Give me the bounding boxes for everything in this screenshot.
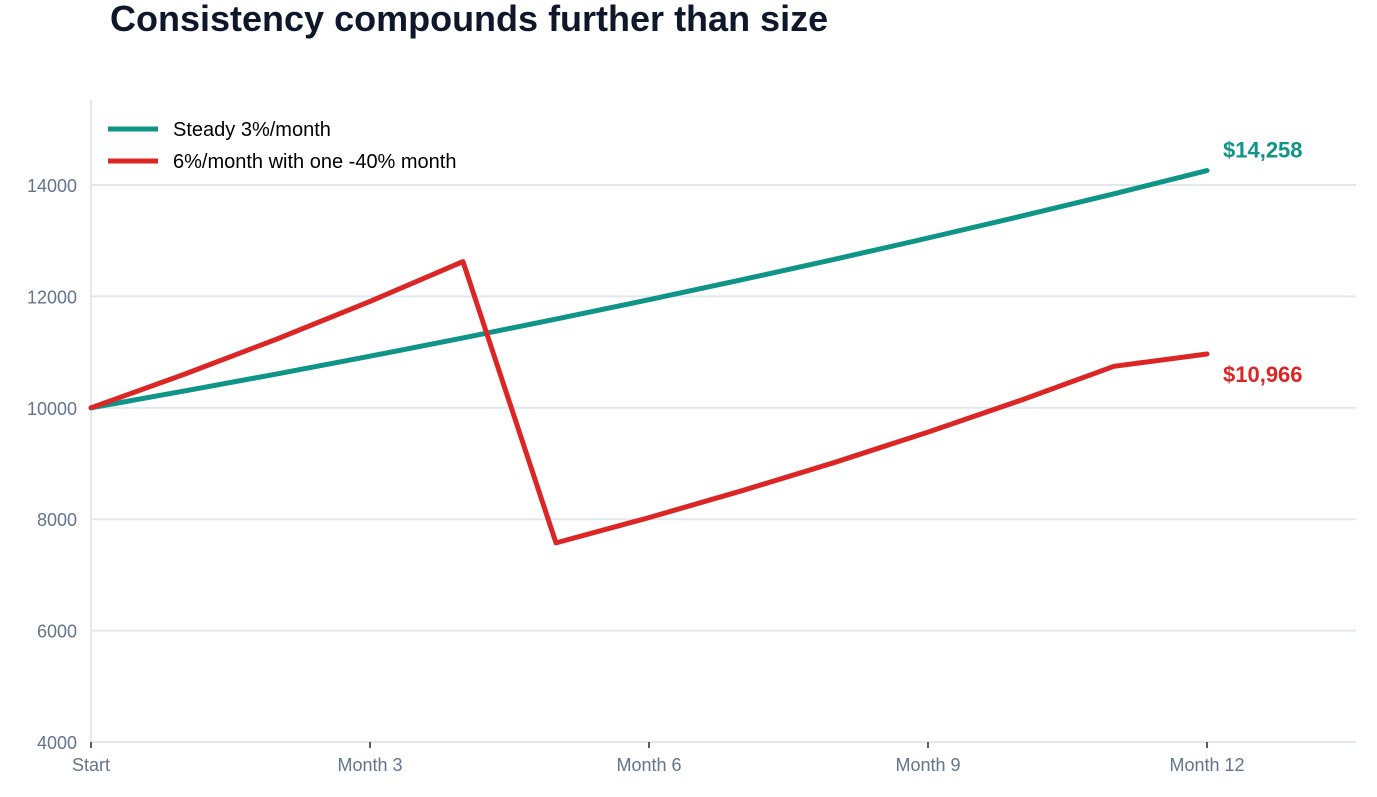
series-line-1 xyxy=(88,259,1210,546)
series-line-0 xyxy=(88,168,1210,411)
grid-lines xyxy=(91,184,1356,632)
x-tick-label: Start xyxy=(72,755,110,775)
y-tick-label: 8000 xyxy=(37,510,77,530)
axes: 4000 6000 8000 10000 12000 14000 Start Month 3 M… xyxy=(27,100,1356,775)
end-value-label: $14,258 xyxy=(1223,138,1303,163)
series-lines xyxy=(88,168,1210,546)
y-tick-label: 14000 xyxy=(27,176,77,196)
end-value-label: $10,966 xyxy=(1223,362,1303,387)
legend: Steady 3%/month 6%/month with one -40% mo… xyxy=(108,119,457,173)
y-tick-label: 10000 xyxy=(27,399,77,419)
y-tick-label: 6000 xyxy=(37,622,77,642)
y-tick-label: 4000 xyxy=(37,733,77,753)
chart-title: Consistency compounds further than size xyxy=(110,0,829,39)
legend-label: Steady 3%/month xyxy=(173,119,331,141)
end-labels: $14,258 $10,966 xyxy=(1223,138,1303,387)
x-tick-label: Month 12 xyxy=(1169,755,1244,775)
legend-label: 6%/month with one -40% month xyxy=(173,151,457,173)
x-tick-label: Month 3 xyxy=(337,755,402,775)
x-tick-label: Month 6 xyxy=(616,755,681,775)
x-tick-label: Month 9 xyxy=(895,755,960,775)
y-tick-label: 12000 xyxy=(27,287,77,307)
